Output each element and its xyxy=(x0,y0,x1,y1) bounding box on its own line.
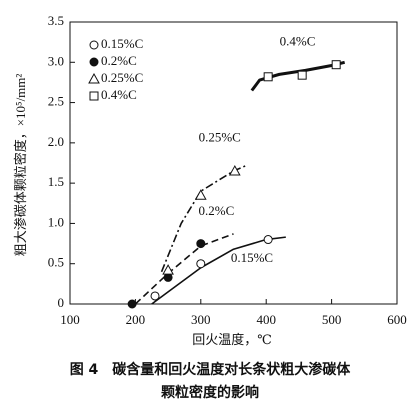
data-point xyxy=(263,72,273,82)
legend-marker xyxy=(88,72,100,84)
series-annotation: 0.2%C xyxy=(199,203,235,218)
data-point xyxy=(150,291,160,301)
x-tick-label: 600 xyxy=(387,312,407,327)
legend-label: 0.15%C xyxy=(101,36,143,51)
data-point xyxy=(297,70,307,80)
x-tick-label: 200 xyxy=(126,312,146,327)
data-point xyxy=(127,299,137,309)
y-tick-label: 2.5 xyxy=(48,94,64,109)
fit-curve xyxy=(134,233,234,305)
fit-curve xyxy=(160,164,247,273)
series-annotation: 0.4%C xyxy=(280,33,316,48)
series-annotation: 0.25%C xyxy=(199,129,241,144)
y-tick-label: 2.0 xyxy=(48,134,64,149)
x-tick-label: 100 xyxy=(60,312,80,327)
y-axis-label: 粗大渗碳体颗粒密度，×10⁵/mm² xyxy=(13,74,28,257)
y-tick-label: 3.0 xyxy=(48,53,64,68)
plot-frame xyxy=(69,21,398,305)
data-point xyxy=(196,259,206,269)
data-point xyxy=(263,235,273,245)
y-tick-label: 0 xyxy=(58,295,65,310)
caption: 颗粒密度的影响 xyxy=(161,384,259,401)
legend-label: 0.25%C xyxy=(101,70,143,85)
data-point xyxy=(331,60,341,70)
x-tick-label: 300 xyxy=(191,312,211,327)
y-tick-label: 0.5 xyxy=(48,255,64,270)
legend-marker xyxy=(89,91,99,101)
data-point xyxy=(228,165,241,176)
legend-label: 0.4%C xyxy=(101,87,137,102)
x-axis-label: 回火温度，℃ xyxy=(192,332,272,347)
series-annotation: 0.15%C xyxy=(231,250,273,265)
y-tick-label: 1.5 xyxy=(48,174,64,189)
y-tick-label: 3.5 xyxy=(48,13,64,28)
y-tick-label: 1.0 xyxy=(48,214,64,229)
data-point xyxy=(194,189,207,200)
legend-marker xyxy=(89,40,99,50)
data-point xyxy=(196,239,206,249)
x-tick-label: 400 xyxy=(256,312,276,327)
data-point xyxy=(162,264,174,275)
caption: 图 4 碳含量和回火温度对长条状粗大渗碳体 xyxy=(70,361,352,378)
legend-marker xyxy=(89,57,99,67)
legend-label: 0.2%C xyxy=(101,53,137,68)
x-tick-label: 500 xyxy=(322,312,342,327)
